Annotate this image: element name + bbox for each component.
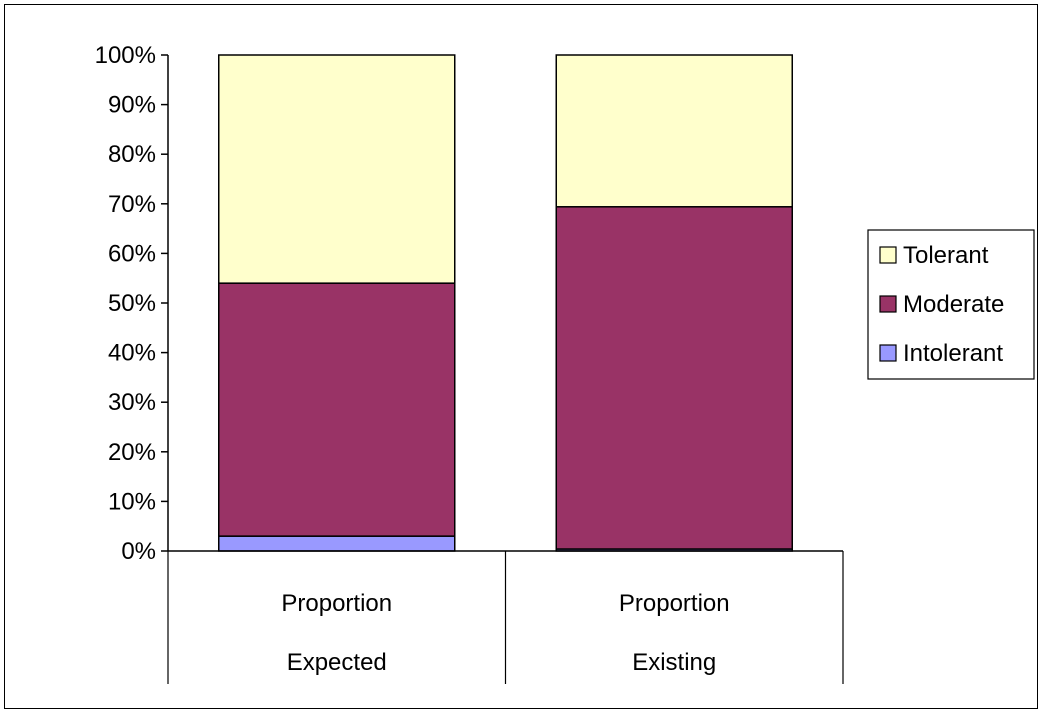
x-category-label-line1: Proportion <box>619 590 730 617</box>
y-tick-label: 100% <box>95 42 156 69</box>
y-tick-label: 70% <box>108 191 156 218</box>
y-axis: 0% 10% 20% 30% 40% 50% 60% 70% 80% 90% 100% <box>95 42 169 565</box>
bar-segment-moderate <box>555 206 793 550</box>
x-category-label-line1: Proportion <box>281 590 392 617</box>
y-tick-label: 30% <box>108 389 156 416</box>
y-tick-label: 40% <box>108 340 156 367</box>
bars <box>218 54 793 552</box>
y-tick-label: 0% <box>121 538 156 565</box>
bar-segment-moderate <box>218 282 456 537</box>
y-tick-label: 10% <box>108 488 156 515</box>
x-axis: Proportion Expected Proportion Existing <box>167 550 844 684</box>
legend-swatch-moderate <box>879 295 897 313</box>
y-tick-label: 90% <box>108 92 156 119</box>
y-tick-label: 80% <box>108 141 156 168</box>
x-category-label-line2: Existing <box>632 649 716 676</box>
legend-swatch-tolerant <box>879 246 897 264</box>
legend: Tolerant Moderate Intolerant <box>867 229 1035 380</box>
legend-label-moderate: Moderate <box>903 291 1004 318</box>
legend-swatch-intolerant <box>879 344 897 362</box>
legend-label-intolerant: Intolerant <box>903 340 1003 367</box>
bar-segment-intolerant <box>218 535 456 552</box>
bar-segment-tolerant <box>218 54 456 284</box>
bar-segment-tolerant <box>555 54 793 208</box>
y-tick-label: 20% <box>108 439 156 466</box>
legend-label-tolerant: Tolerant <box>903 242 989 269</box>
x-category-label-line2: Expected <box>287 649 387 676</box>
chart-frame <box>4 4 1038 709</box>
y-tick-label: 60% <box>108 240 156 267</box>
y-tick-label: 50% <box>108 290 156 317</box>
